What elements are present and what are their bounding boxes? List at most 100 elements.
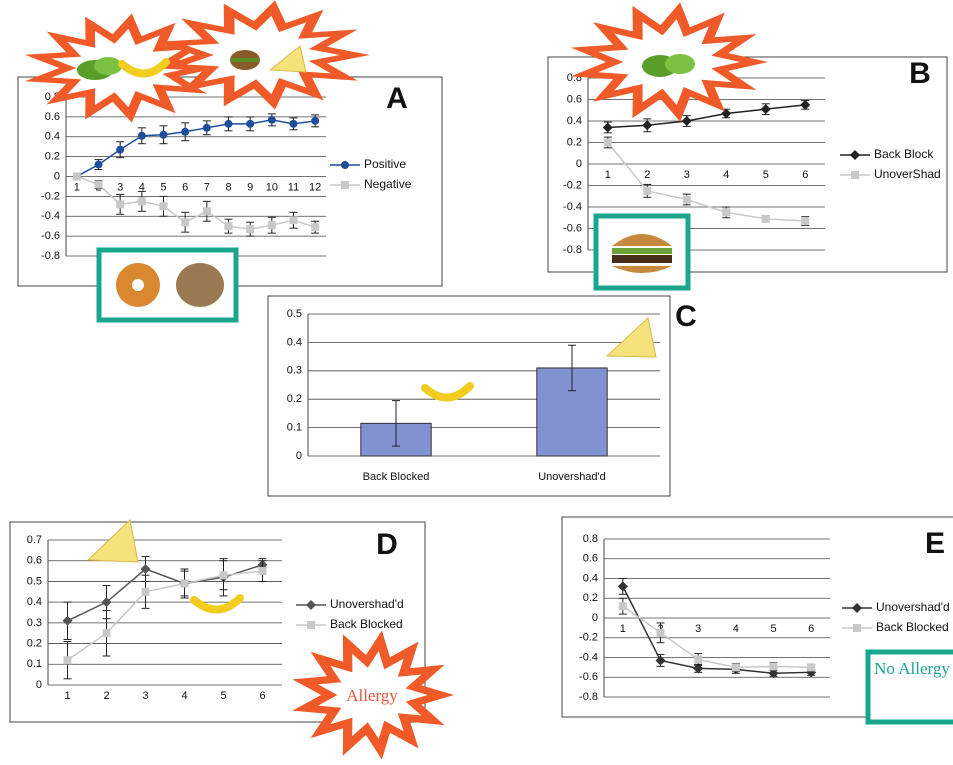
legend-label: Back Block <box>874 147 934 161</box>
y-tick-label: -0.6 <box>41 230 60 242</box>
point <box>203 124 211 132</box>
y-tick-label: 0.6 <box>27 555 42 567</box>
y-tick-label: -0.2 <box>579 632 598 644</box>
y-tick-label: 0 <box>576 158 582 170</box>
point <box>853 624 861 632</box>
y-tick-label: 0 <box>592 612 598 624</box>
point <box>220 571 228 579</box>
page: -0.8-0.6-0.4-0.200.20.40.60.812345678910… <box>0 0 953 765</box>
point <box>181 218 189 226</box>
y-tick-label: 0 <box>54 170 60 182</box>
annotation: No Allergy <box>874 657 950 681</box>
x-tick-label: 5 <box>160 181 166 193</box>
x-tick-label: 1 <box>74 181 80 193</box>
point <box>643 187 651 195</box>
x-tick-label: 4 <box>181 690 187 702</box>
y-tick-label: 0.3 <box>27 617 42 629</box>
x-tick-label: 11 <box>288 181 299 193</box>
x-tick-label: 1 <box>620 623 626 635</box>
legend-label: Negative <box>364 177 412 191</box>
y-tick-label: -0.8 <box>41 250 60 262</box>
bagel-icon <box>132 279 144 291</box>
y-tick-label: 0.2 <box>287 393 302 405</box>
burger-icon <box>612 248 672 254</box>
x-tick-label: 6 <box>808 623 814 635</box>
y-tick-label: 0.6 <box>583 553 598 565</box>
y-tick-label: 0.2 <box>45 151 60 163</box>
point <box>341 181 349 189</box>
y-tick-label: 0.2 <box>27 637 42 649</box>
y-tick-label: 0.8 <box>583 533 598 545</box>
legend-label: Unovershad'd <box>330 597 404 611</box>
point <box>290 216 298 224</box>
y-tick-label: -0.8 <box>563 244 582 256</box>
y-tick-label: 0.1 <box>27 658 42 670</box>
annotation-box: No Allergy <box>874 657 950 717</box>
y-tick-label: -0.4 <box>41 210 60 222</box>
burger-icon <box>612 255 672 263</box>
point <box>770 662 778 670</box>
panel-label: E <box>925 527 945 560</box>
x-tick-label: Back Blocked <box>363 471 430 483</box>
x-tick-label: 12 <box>309 181 321 193</box>
legend-label: UnoverShad <box>874 167 941 181</box>
y-tick-label: 0.1 <box>287 422 302 434</box>
x-tick-label: 9 <box>247 181 253 193</box>
x-tick-label: 6 <box>182 181 188 193</box>
point <box>851 171 859 179</box>
panel-label: C <box>675 300 697 333</box>
point <box>307 621 315 629</box>
panel-label: B <box>909 57 931 90</box>
point <box>762 215 770 223</box>
y-tick-label: 0.4 <box>27 596 42 608</box>
point <box>138 197 146 205</box>
point <box>732 663 740 671</box>
y-tick-label: 0.6 <box>45 111 60 123</box>
y-tick-label: 0.6 <box>567 93 582 105</box>
x-tick-label: 10 <box>266 181 278 193</box>
point <box>657 629 665 637</box>
x-tick-label: 1 <box>64 690 70 702</box>
pepper-icon <box>665 54 695 74</box>
x-tick-label: 2 <box>103 690 109 702</box>
x-tick-label: 3 <box>684 169 690 181</box>
y-tick-label: 0.4 <box>567 115 582 127</box>
y-tick-label: 0.5 <box>287 308 302 320</box>
x-tick-label: 1 <box>605 169 611 181</box>
point <box>225 120 233 128</box>
point <box>311 117 319 125</box>
legend-label: Back Blocked <box>876 620 949 634</box>
y-tick-label: 0.4 <box>287 336 302 348</box>
y-tick-label: 0 <box>296 450 302 462</box>
panel-label: D <box>376 528 398 561</box>
point <box>73 173 81 181</box>
x-tick-label: 6 <box>259 690 265 702</box>
y-tick-label: 0.5 <box>27 575 42 587</box>
x-tick-label: 6 <box>802 169 808 181</box>
x-tick-label: 3 <box>117 181 123 193</box>
point <box>138 132 146 140</box>
y-tick-label: -0.2 <box>41 190 60 202</box>
point <box>619 602 627 610</box>
point <box>801 217 809 225</box>
y-tick-label: 0.4 <box>583 572 598 584</box>
pepper-icon <box>94 57 122 75</box>
y-tick-label: 0.4 <box>45 131 60 143</box>
point <box>246 225 254 233</box>
x-tick-label: 3 <box>695 623 701 635</box>
chart-frame <box>268 296 670 496</box>
x-tick-label: 8 <box>225 181 231 193</box>
annotation: Allergy <box>346 686 398 705</box>
y-tick-label: -0.6 <box>579 671 598 683</box>
point <box>246 120 254 128</box>
point <box>268 116 276 124</box>
x-tick-label: 5 <box>770 623 776 635</box>
point <box>95 180 103 188</box>
x-tick-label: 7 <box>204 181 210 193</box>
y-tick-label: 0.7 <box>27 534 42 546</box>
charts: -0.8-0.6-0.4-0.200.20.40.60.812345678910… <box>10 57 953 722</box>
potato-icon <box>176 263 224 307</box>
point <box>225 222 233 230</box>
point <box>203 207 211 215</box>
point <box>95 161 103 169</box>
